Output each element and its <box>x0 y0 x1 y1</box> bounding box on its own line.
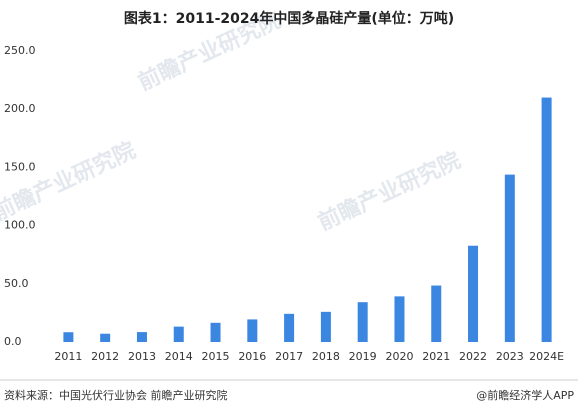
x-tick-label: 2011 <box>54 350 82 363</box>
x-tick-label: 2018 <box>312 350 340 363</box>
x-tick-label: 2022 <box>459 350 487 363</box>
x-tick-label: 2015 <box>202 350 230 363</box>
chart-title: 图表1：2011-2024年中国多晶硅产量(单位：万吨) <box>124 10 454 27</box>
y-tick-label: 50.0 <box>4 277 29 290</box>
x-tick-label: 2017 <box>275 350 303 363</box>
bar <box>247 319 258 342</box>
credit: @前瞻经济学人APP <box>476 388 574 402</box>
bar <box>541 97 552 342</box>
x-tick-label: 2012 <box>91 350 119 363</box>
bar <box>100 333 111 342</box>
bar <box>173 326 184 342</box>
bar <box>284 313 295 342</box>
bar <box>357 302 368 342</box>
bar <box>210 322 221 342</box>
bar <box>63 332 74 342</box>
x-tick-label: 2019 <box>349 350 377 363</box>
watermark: 前瞻产业研究院 <box>0 137 140 226</box>
watermark: 前瞻产业研究院 <box>314 147 465 236</box>
bar <box>468 245 479 342</box>
y-tick-label: 150.0 <box>4 160 36 173</box>
bar <box>431 285 442 342</box>
y-tick-label: 100.0 <box>4 219 36 232</box>
x-tick-label: 2021 <box>422 350 450 363</box>
bar <box>394 296 405 342</box>
x-tick-label: 2023 <box>496 350 524 363</box>
x-tick-label: 2020 <box>385 350 413 363</box>
source: 资料来源：中国光伏行业协会 前瞻产业研究院 <box>4 388 228 402</box>
y-tick-label: 200.0 <box>4 102 36 115</box>
x-tick-label: 2016 <box>238 350 266 363</box>
x-tick-label: 2013 <box>128 350 156 363</box>
bar <box>504 174 515 342</box>
x-tick-label: 2014 <box>165 350 193 363</box>
x-tick-label: 2024E <box>529 350 564 363</box>
y-tick-label: 0.0 <box>4 335 22 348</box>
y-tick-label: 250.0 <box>4 44 36 57</box>
bar <box>136 332 147 342</box>
bar <box>320 311 331 342</box>
